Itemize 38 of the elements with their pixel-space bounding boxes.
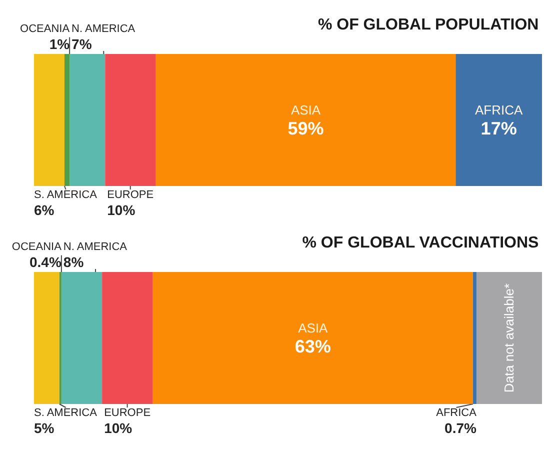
series-label: AFRICA [474,102,523,118]
bar [34,54,64,186]
data-label: 0.7% [444,420,478,436]
series-label: OCEANIA [20,23,70,35]
series-label: EUROPE [107,189,154,201]
data-label: 7% [72,36,92,52]
series-label: S. AMERICA [34,189,98,201]
bar [61,272,102,404]
series-label: N. AMERICA [63,241,128,253]
data-label: 17% [480,118,517,138]
bar [102,272,153,404]
data-label: 10% [104,420,133,436]
data-label: 63% [294,336,331,356]
data-label: 8% [63,254,84,270]
series-label: ASIA [290,102,321,118]
bar [64,54,70,186]
data-label: 59% [288,118,324,138]
series-label: Data not available* [502,283,517,393]
data-label: 10% [107,202,136,218]
bar [105,54,156,186]
series-label: OCEANIA [12,241,62,253]
chart-title: % OF GLOBAL POPULATION [318,16,539,34]
bar [456,54,542,186]
data-label: 5% [34,420,55,436]
series-label: AFRICA [436,407,478,419]
bar [472,272,476,404]
series-label: N. AMERICA [72,23,136,35]
series-label: ASIA [298,320,328,336]
bar [156,54,456,186]
series-label: EUROPE [104,407,151,419]
series-label: S. AMERICA [34,407,98,419]
chart-title: % OF GLOBAL VACCINATIONS [302,234,540,252]
bar [34,272,60,404]
bar [152,272,473,404]
data-label: 0.4% [30,254,62,270]
bar [70,54,106,186]
data-label: 6% [34,202,55,218]
bar [476,272,542,404]
